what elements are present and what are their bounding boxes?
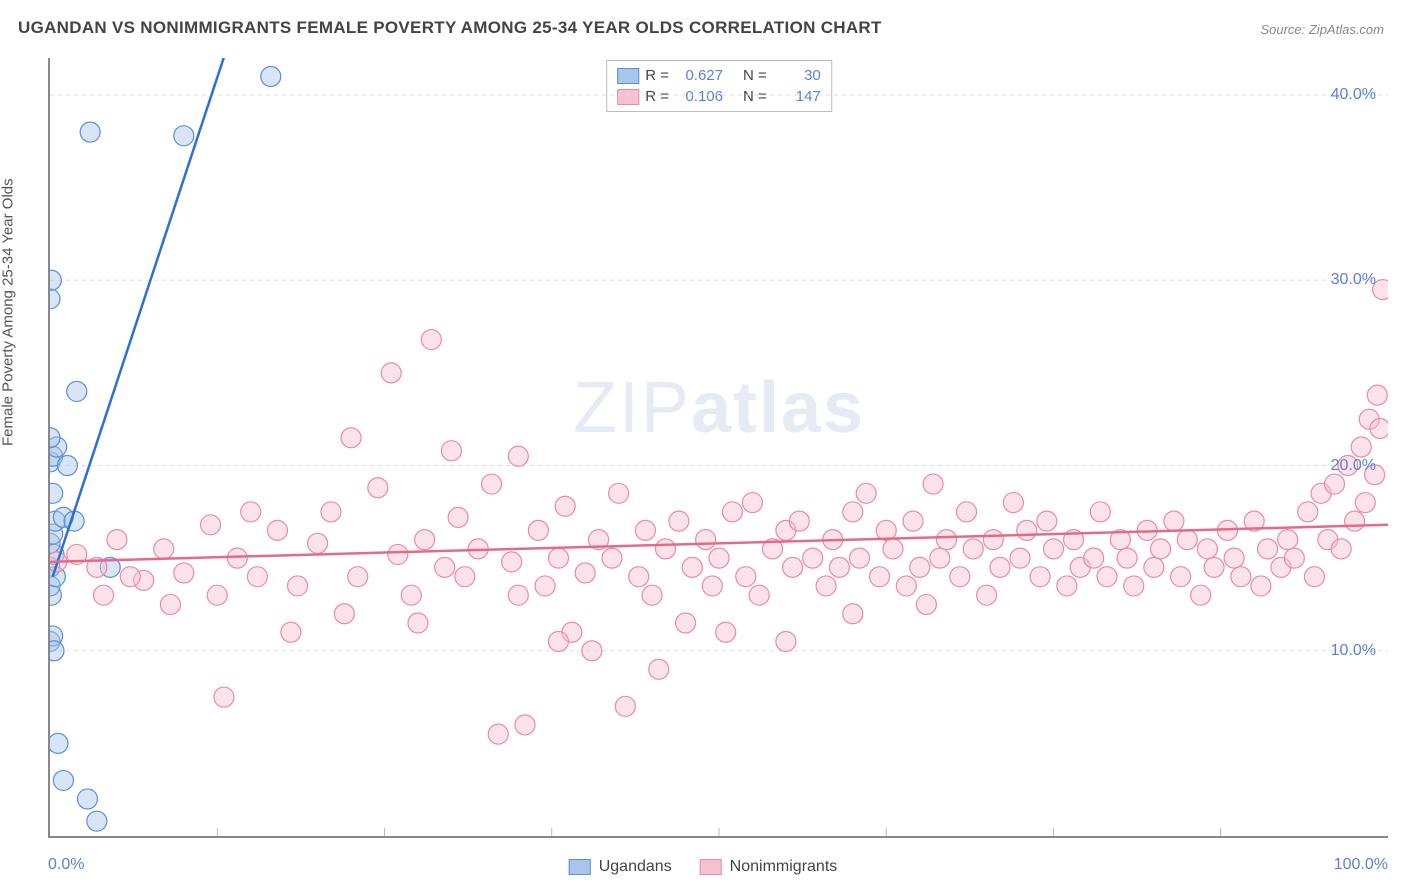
source-name: ZipAtlas.com xyxy=(1309,22,1384,37)
source-prefix: Source: xyxy=(1260,22,1308,37)
correlation-chart: UGANDAN VS NONIMMIGRANTS FEMALE POVERTY … xyxy=(0,0,1406,892)
legend-item-ugandans: Ugandans xyxy=(569,858,672,876)
swatch-icon xyxy=(569,859,591,875)
legend-label: Nonimmigrants xyxy=(730,858,838,876)
y-axis-title: Female Poverty Among 25-34 Year Olds xyxy=(0,178,17,446)
plot-svg xyxy=(50,58,1388,836)
plot-area: ZIPatlas R = 0.627 N = 30 R = 0.106 N = … xyxy=(48,58,1388,838)
legend-item-nonimmigrants: Nonimmigrants xyxy=(700,858,838,876)
x-tick-label: 0.0% xyxy=(48,856,84,874)
y-tick-label: 30.0% xyxy=(1331,271,1376,289)
y-tick-label: 10.0% xyxy=(1331,642,1376,660)
y-tick-label: 20.0% xyxy=(1331,457,1376,475)
y-tick-label: 40.0% xyxy=(1331,86,1376,104)
swatch-icon xyxy=(700,859,722,875)
legend-series: Ugandans Nonimmigrants xyxy=(569,858,838,876)
chart-title: UGANDAN VS NONIMMIGRANTS FEMALE POVERTY … xyxy=(18,18,882,38)
legend-label: Ugandans xyxy=(599,858,672,876)
x-tick-label: 100.0% xyxy=(1334,856,1388,874)
source-attribution: Source: ZipAtlas.com xyxy=(1260,22,1384,37)
